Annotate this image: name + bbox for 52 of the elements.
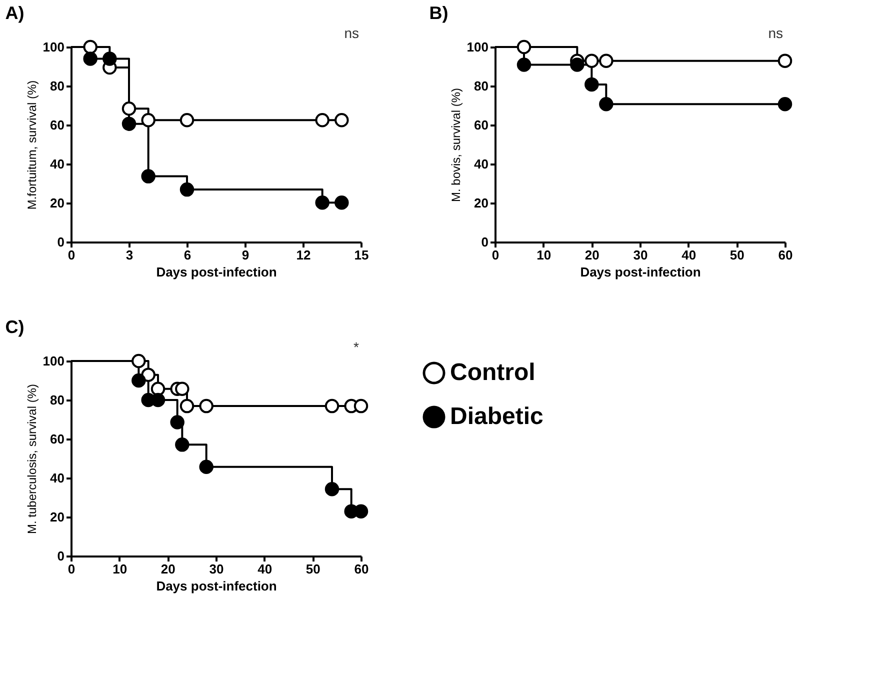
y-tick-label: 60 xyxy=(50,118,64,132)
y-axis-title: M. bovis, survival (%) xyxy=(448,88,463,202)
y-tick-label: 20 xyxy=(50,510,64,524)
x-axis-title: Days post-infection xyxy=(156,578,277,594)
x-tick-label: 40 xyxy=(258,562,272,576)
x-tick-label: 50 xyxy=(730,248,744,262)
y-tick-label: 80 xyxy=(50,392,64,408)
y-tick-label: 100 xyxy=(42,354,64,368)
y-tick-label: 80 xyxy=(474,78,488,94)
x-tick-label: 0 xyxy=(68,248,76,262)
y-tick-label: 20 xyxy=(474,196,488,210)
y-tick-label: 40 xyxy=(50,470,64,486)
x-tick-label: 10 xyxy=(112,562,128,576)
y-tick-label: 100 xyxy=(466,40,488,54)
x-tick-label: 20 xyxy=(160,562,176,576)
chart-title: C) xyxy=(5,317,24,337)
y-tick-label: 60 xyxy=(474,118,488,132)
x-axis-title: Days post-infection xyxy=(156,264,277,280)
y-tick-label: 80 xyxy=(50,78,64,94)
text: * xyxy=(354,339,360,355)
legend-label: Diabetic xyxy=(450,403,544,430)
x-tick-label: 30 xyxy=(633,248,648,262)
x-tick-label: 9 xyxy=(242,248,250,262)
y-axis-title: M. tuberculosis, survival (%) xyxy=(24,384,39,534)
text: ns xyxy=(344,25,359,41)
x-tick-label: 0 xyxy=(68,562,76,576)
x-tick-label: 3 xyxy=(126,248,134,262)
x-tick-label: 40 xyxy=(682,248,696,262)
chart-title: B) xyxy=(429,3,448,23)
x-tick-label: 30 xyxy=(209,562,224,576)
y-tick-label: 100 xyxy=(42,40,64,54)
y-tick-label: 60 xyxy=(50,432,64,446)
text: ns xyxy=(768,25,783,41)
x-tick-label: 12 xyxy=(296,248,311,262)
x-axis-title: Days post-infection xyxy=(580,264,701,280)
chart-title: A) xyxy=(5,3,24,23)
y-tick-label: 40 xyxy=(50,156,64,172)
y-tick-label: 0 xyxy=(481,234,488,250)
x-tick-label: 50 xyxy=(306,562,320,576)
y-tick-label: 0 xyxy=(57,234,64,250)
y-tick-label: 40 xyxy=(474,156,488,172)
x-tick-label: 15 xyxy=(354,248,369,262)
x-tick-label: 20 xyxy=(584,248,600,262)
y-axis-title: M.fortuitum, survival (%) xyxy=(24,80,39,210)
x-tick-label: 6 xyxy=(184,248,192,262)
x-tick-label: 60 xyxy=(778,248,793,262)
x-tick-label: 60 xyxy=(354,562,369,576)
x-tick-label: 0 xyxy=(492,248,500,262)
legend-label: Control xyxy=(450,359,536,386)
x-tick-label: 10 xyxy=(536,248,552,262)
y-tick-label: 0 xyxy=(57,548,64,564)
y-tick-label: 20 xyxy=(50,196,64,210)
